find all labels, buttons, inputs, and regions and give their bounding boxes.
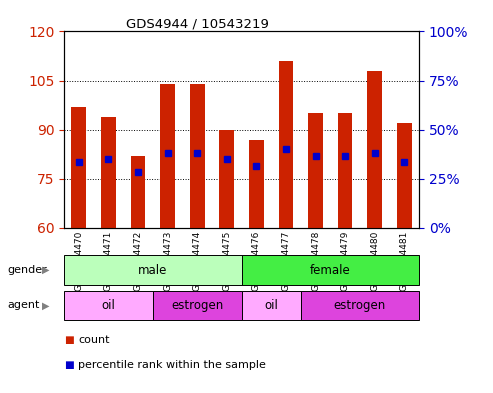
Text: gender: gender <box>7 265 47 275</box>
Bar <box>397 123 412 228</box>
Text: ▶: ▶ <box>42 265 49 275</box>
Bar <box>153 291 242 320</box>
Text: oil: oil <box>264 299 278 312</box>
Bar <box>131 156 145 228</box>
Bar <box>101 117 116 228</box>
Text: ■: ■ <box>64 335 74 345</box>
Text: count: count <box>78 335 109 345</box>
Text: estrogen: estrogen <box>171 299 223 312</box>
Bar <box>279 61 293 228</box>
Bar <box>64 255 242 285</box>
Text: male: male <box>138 264 168 277</box>
Bar <box>367 71 382 228</box>
Text: estrogen: estrogen <box>334 299 386 312</box>
Bar <box>249 140 264 228</box>
Bar <box>242 291 301 320</box>
Bar <box>338 113 352 228</box>
Text: oil: oil <box>102 299 115 312</box>
Bar <box>71 107 86 228</box>
Bar <box>219 130 234 228</box>
Text: percentile rank within the sample: percentile rank within the sample <box>78 360 266 371</box>
Bar <box>308 113 323 228</box>
Text: ■: ■ <box>64 360 74 371</box>
Bar <box>64 291 153 320</box>
Text: GDS4944 / 10543219: GDS4944 / 10543219 <box>126 18 269 31</box>
Bar <box>190 84 205 228</box>
Bar <box>160 84 175 228</box>
Text: female: female <box>310 264 351 277</box>
Bar <box>301 291 419 320</box>
Text: ▶: ▶ <box>42 300 49 310</box>
Text: agent: agent <box>7 300 40 310</box>
Bar <box>242 255 419 285</box>
